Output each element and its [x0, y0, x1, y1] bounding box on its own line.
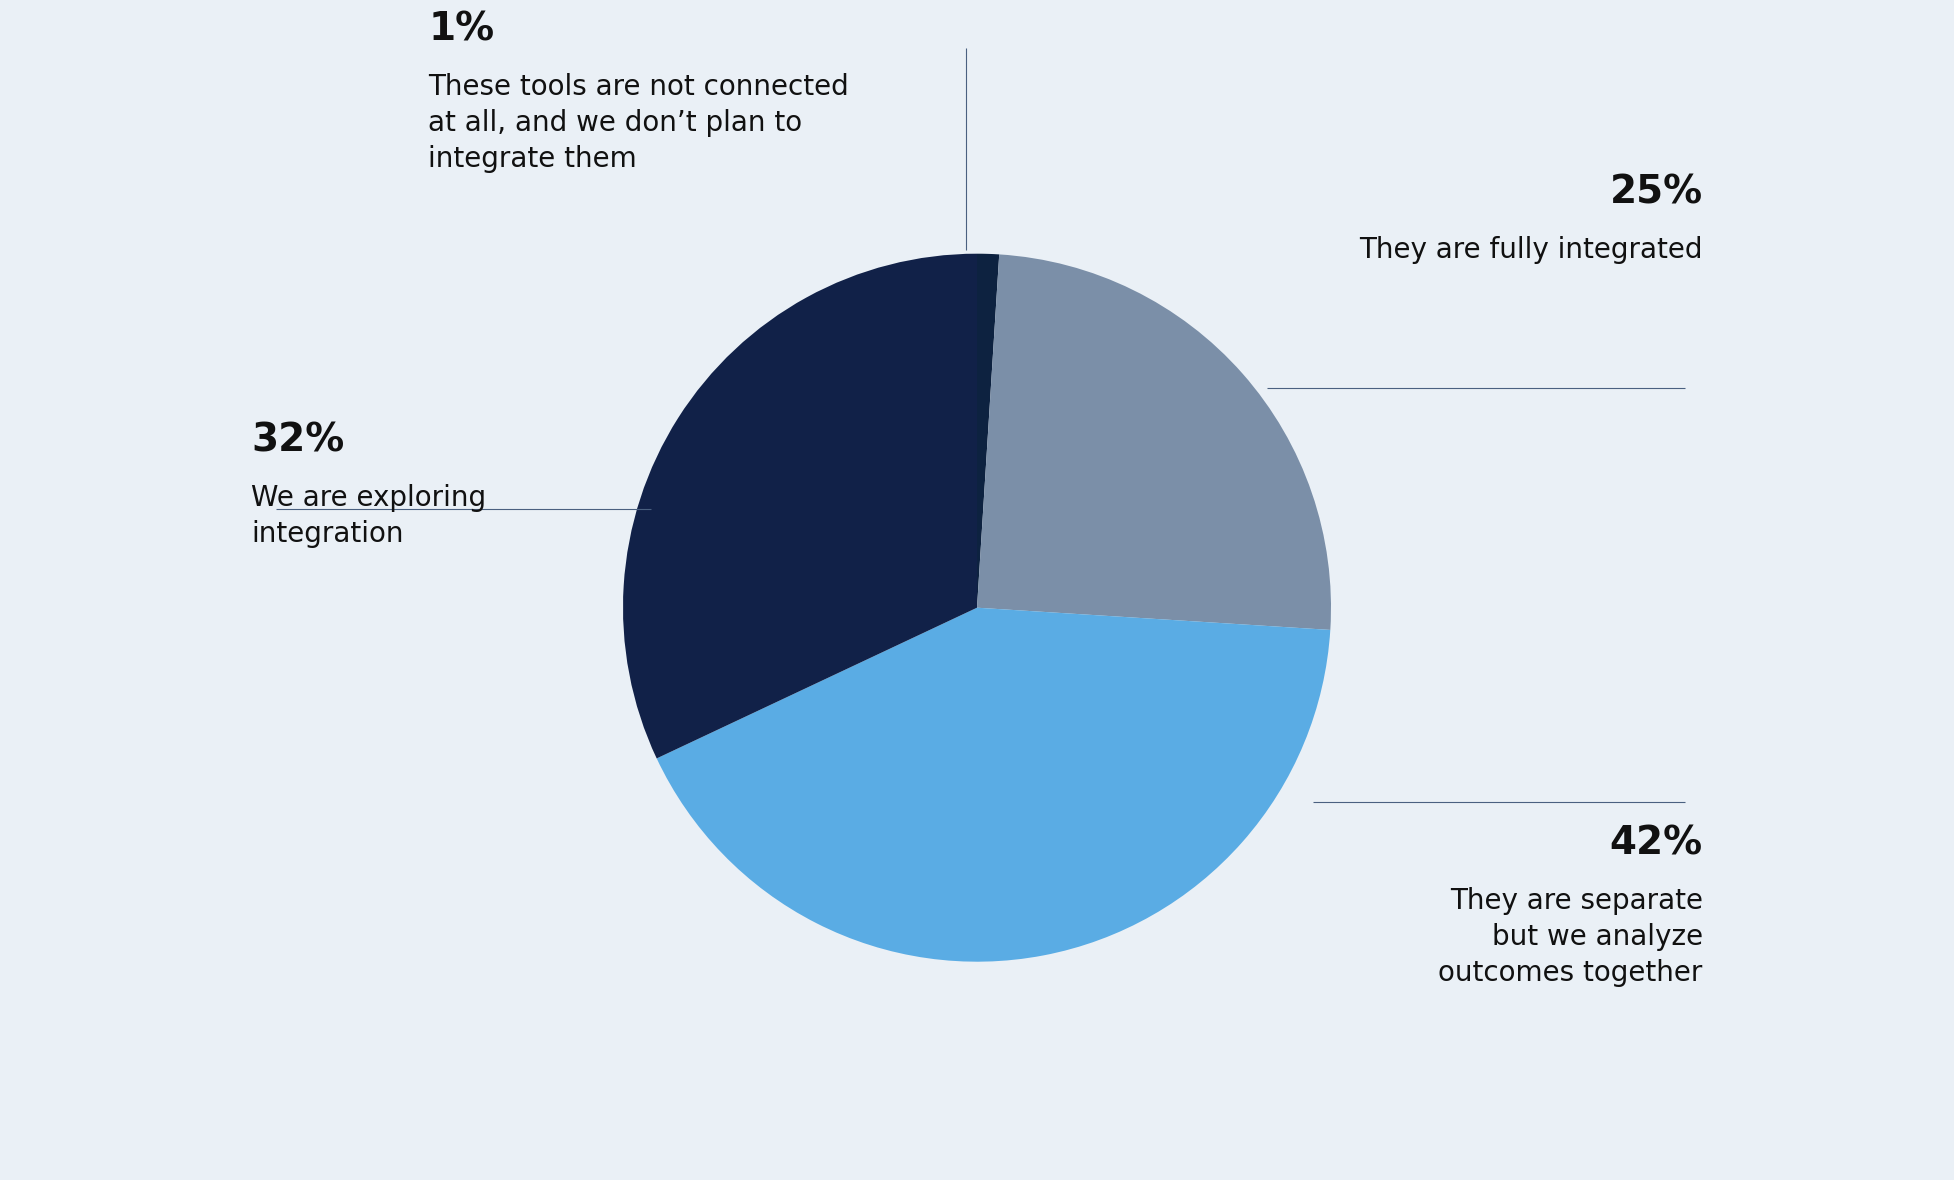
Text: They are separate
but we analyze
outcomes together: They are separate but we analyze outcome…	[1438, 887, 1702, 986]
Text: 25%: 25%	[1610, 173, 1702, 211]
Text: 42%: 42%	[1610, 825, 1702, 863]
Text: These tools are not connected
at all, and we don’t plan to
integrate them: These tools are not connected at all, an…	[428, 73, 850, 172]
Text: 1%: 1%	[428, 11, 494, 48]
Wedge shape	[977, 254, 998, 608]
Wedge shape	[657, 608, 1331, 962]
Text: They are fully integrated: They are fully integrated	[1360, 236, 1702, 264]
Wedge shape	[623, 254, 977, 759]
Text: 32%: 32%	[252, 421, 344, 459]
Text: We are exploring
integration: We are exploring integration	[252, 484, 487, 548]
Wedge shape	[977, 255, 1331, 630]
